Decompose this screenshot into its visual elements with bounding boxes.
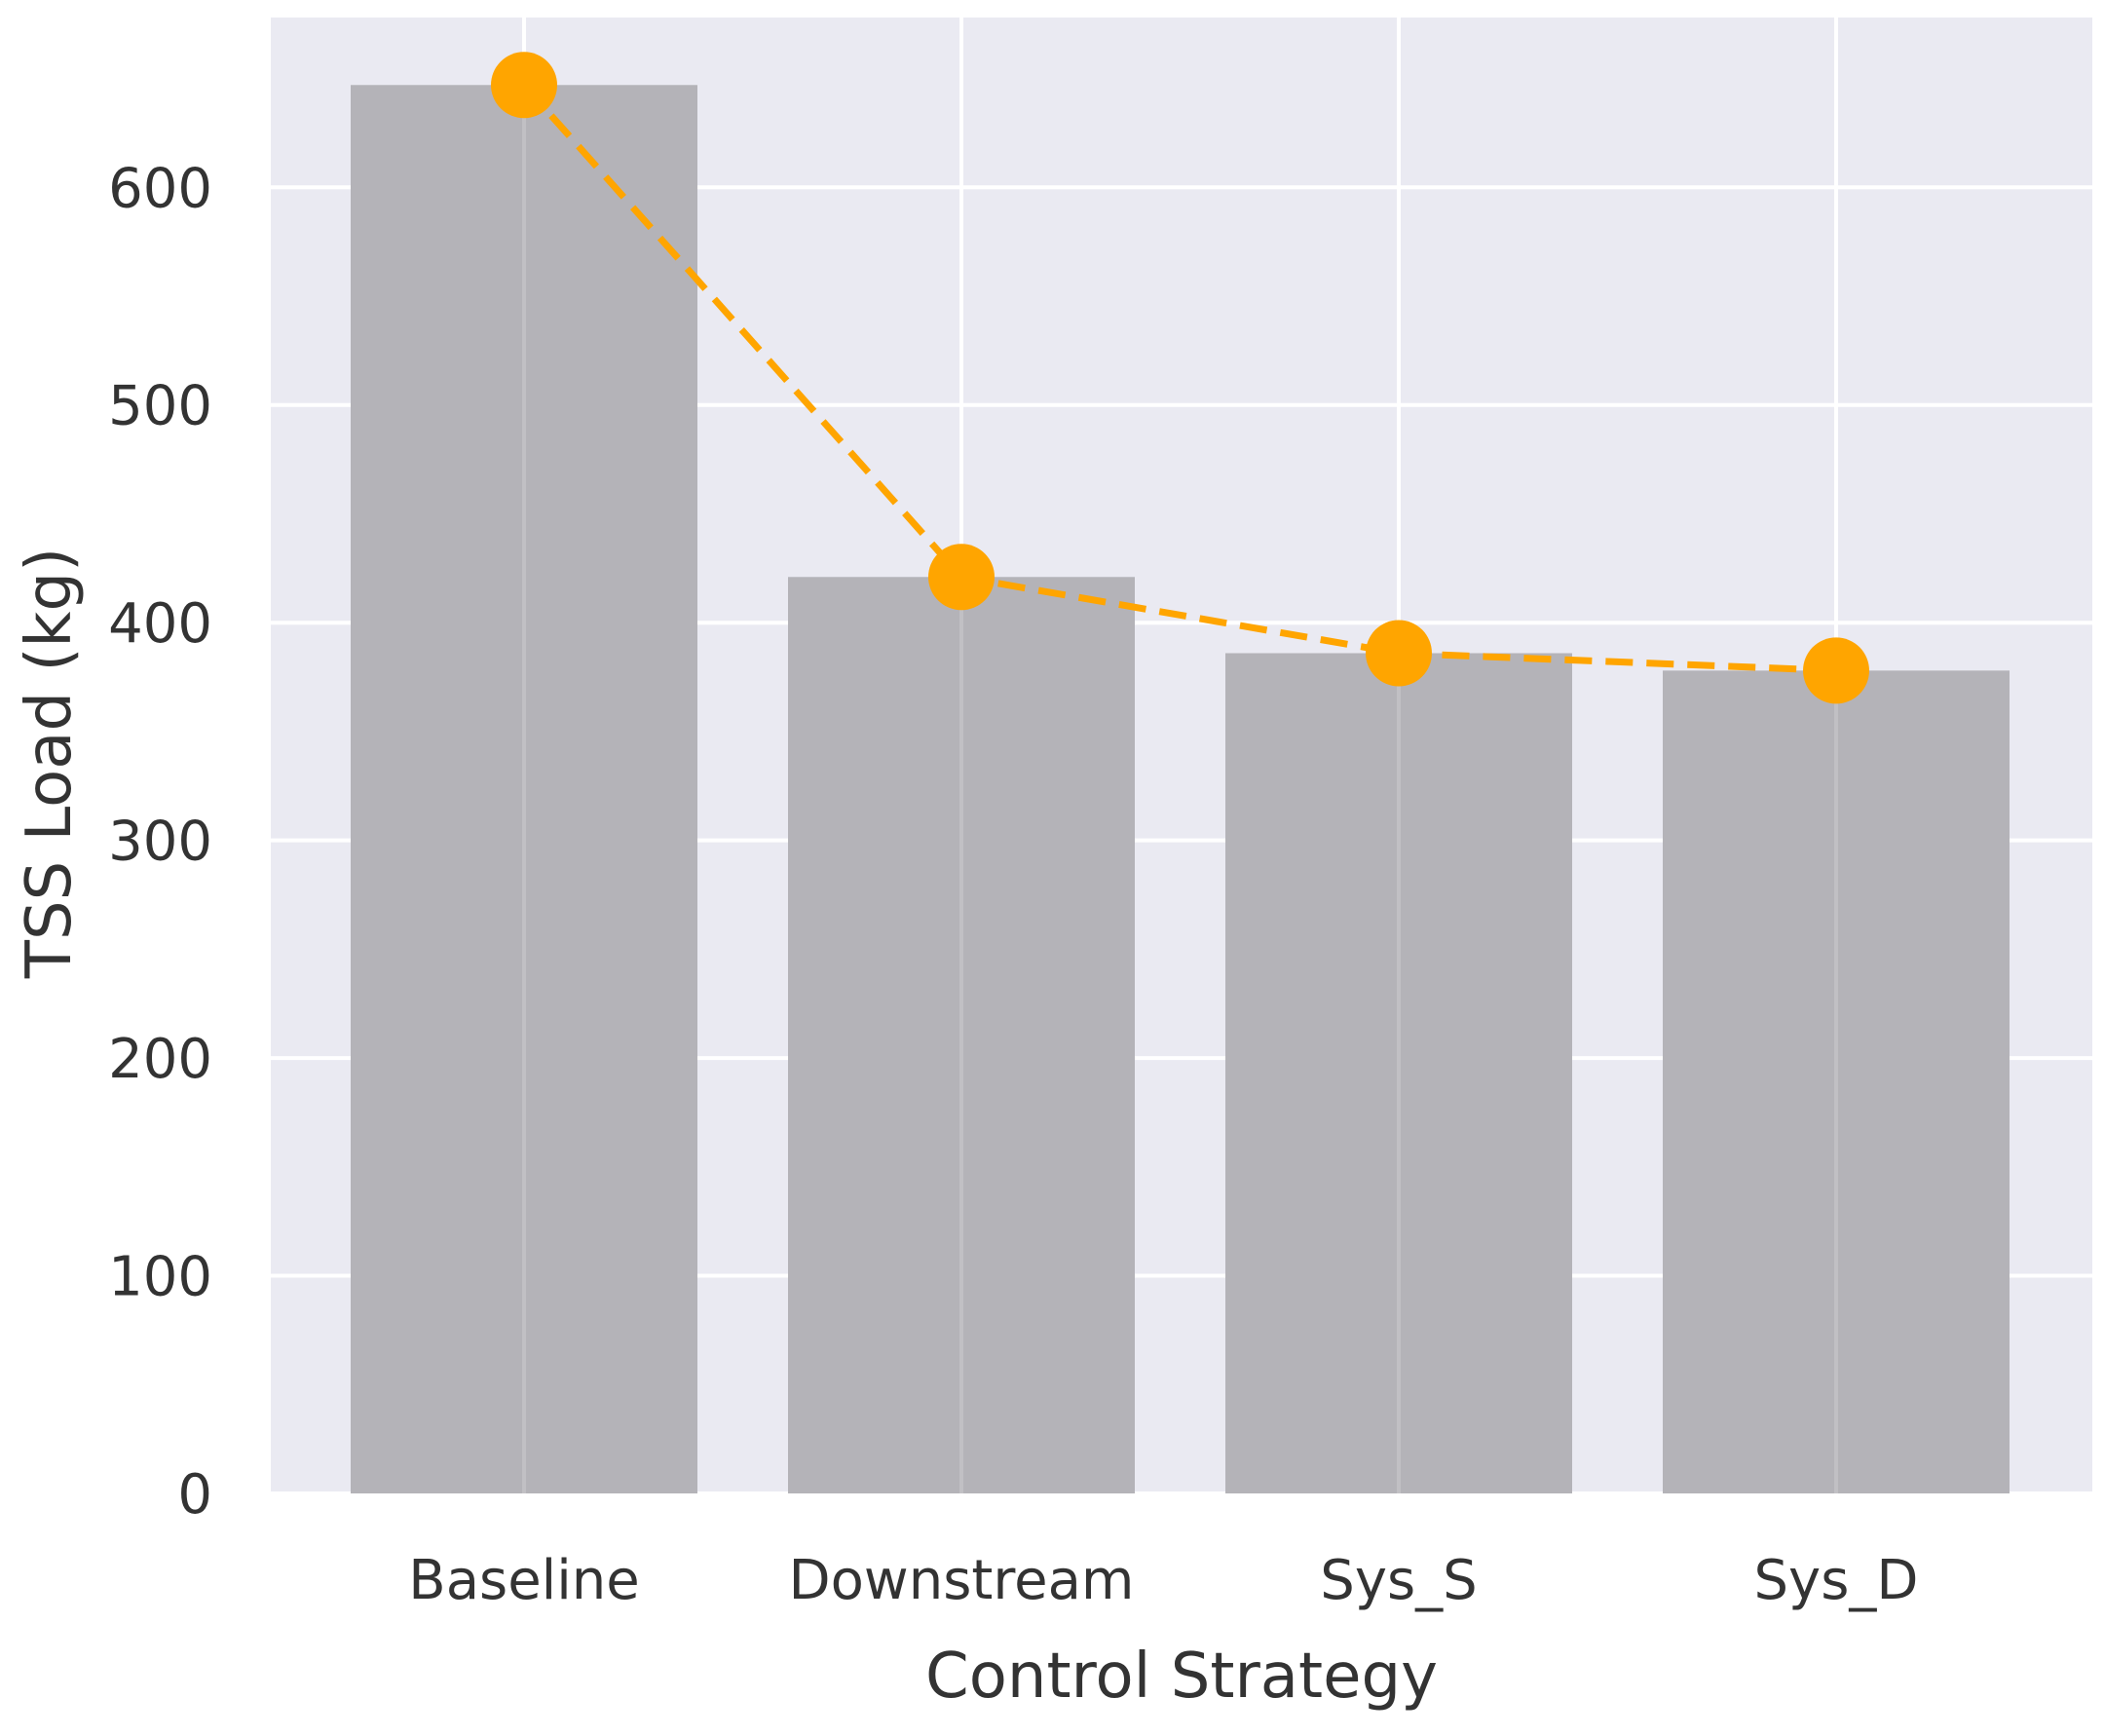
y-tick-label-600: 600 — [108, 157, 212, 220]
x-tick-label-downstream: Downstream — [789, 1549, 1135, 1612]
y-axis-tick-labels: 0 100 200 300 400 500 600 — [108, 157, 212, 1527]
bar-sys_s — [1225, 653, 1572, 1493]
x-tick-label-baseline: Baseline — [408, 1549, 639, 1612]
y-tick-label-100: 100 — [108, 1246, 212, 1309]
bars — [351, 85, 2010, 1494]
x-axis-title: Control Strategy — [925, 1641, 1438, 1713]
y-axis-title: TSS Load (kg) — [14, 547, 86, 979]
line-marker-downstream — [928, 544, 995, 611]
trend-line-path — [521, 82, 1837, 674]
y-tick-label-500: 500 — [108, 375, 212, 438]
x-tick-label-sys_d: Sys_D — [1754, 1549, 1919, 1612]
bar-baseline — [351, 85, 697, 1494]
y-tick-label-0: 0 — [177, 1463, 212, 1527]
y-tick-label-400: 400 — [108, 592, 212, 656]
x-tick-label-sys_s: Sys_S — [1320, 1549, 1477, 1612]
line-marker-sys_d — [1803, 637, 1869, 704]
x-axis-tick-labels: Baseline Downstream Sys_S Sys_D — [408, 1549, 1918, 1612]
bar-downstream — [788, 577, 1135, 1493]
y-tick-label-300: 300 — [108, 811, 212, 874]
y-tick-label-200: 200 — [108, 1028, 212, 1091]
trend-line — [521, 82, 1837, 674]
line-marker-sys_s — [1366, 620, 1432, 687]
line-markers — [491, 52, 1869, 704]
line-marker-baseline — [491, 52, 557, 119]
bar-sys_d — [1663, 670, 2010, 1493]
vertical-gridlines-overlay — [522, 85, 1838, 1493]
